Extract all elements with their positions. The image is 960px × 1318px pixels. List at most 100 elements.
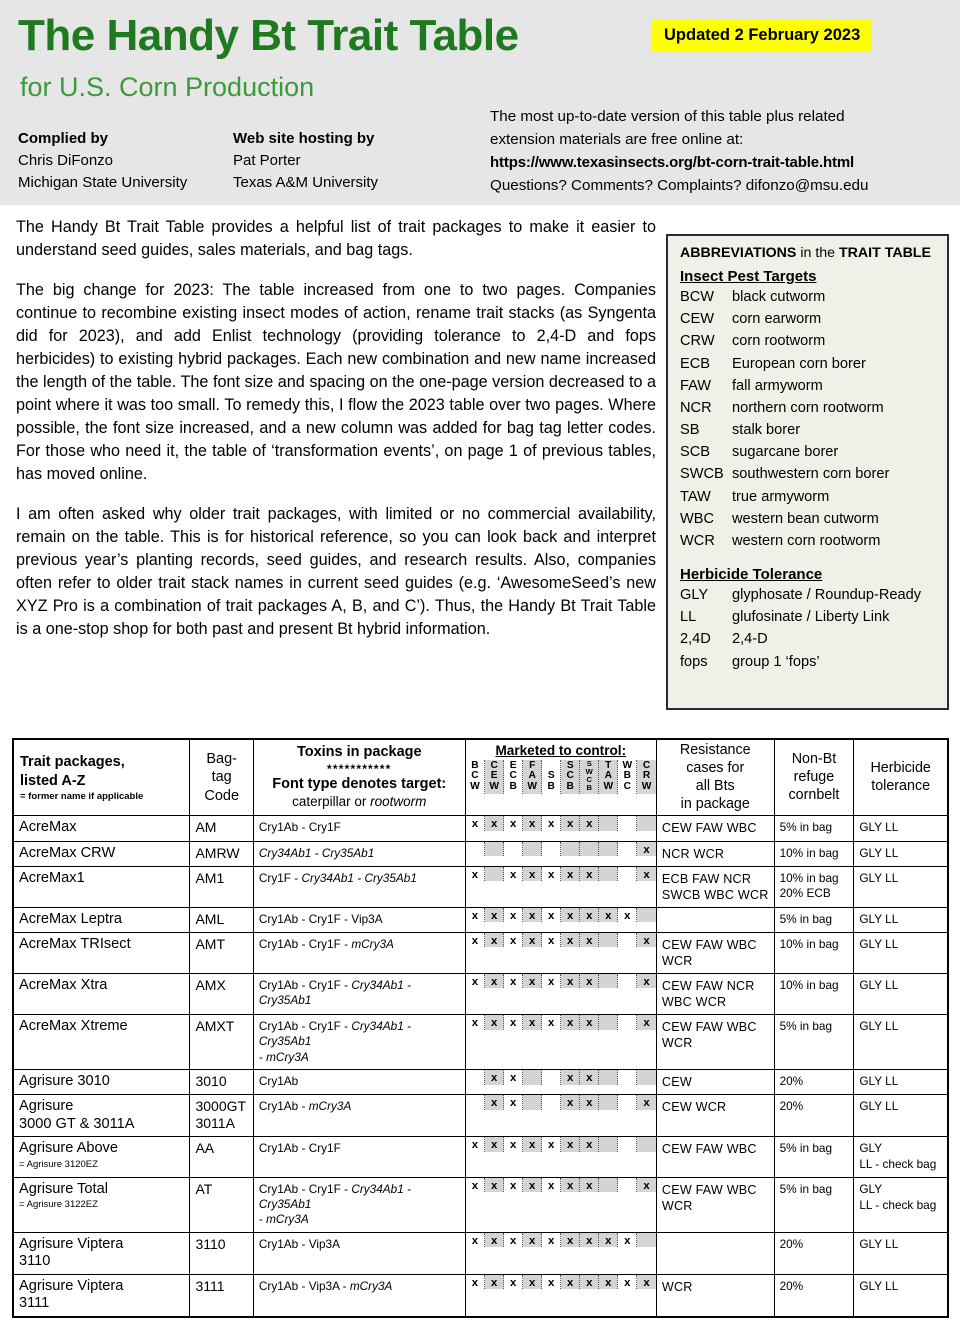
marketed-cell-ecb: x	[503, 932, 524, 948]
toxin-rootworm: Cry34Ab1 - Cry35Ab1	[258, 1181, 411, 1212]
table-row[interactable]: Agrisure Total = Agrisure 3122EZ AT Cry1Ab …	[12, 1176, 949, 1233]
th-toxins-legend-or: or	[350, 794, 371, 809]
herbicide-line: GLY LL	[859, 1019, 899, 1034]
marketed-cell-wbc	[617, 816, 638, 831]
marketed-cell-cew	[484, 866, 505, 882]
table-row[interactable]: AcreMax Xtra AMX Cry1Ab - Cry1F - Cry34Ab1…	[12, 972, 949, 1016]
pest-abbrev-row: FAW fall armyworm	[680, 375, 937, 397]
table-row[interactable]: Agrisure Above = Agrisure 3120EZ AA Cry1Ab …	[12, 1136, 949, 1178]
pest-abbrev-code: NCR	[680, 399, 712, 416]
herbicide-line: GLY LL	[859, 911, 899, 926]
refuge-line: 10% in bag	[779, 845, 839, 860]
marketed-cell-bcw	[465, 1070, 486, 1085]
refuge-line: 10% in bag	[779, 936, 839, 951]
table-url-link[interactable]: https://www.texasinsects.org/bt-corn-tra…	[490, 153, 855, 171]
marketed-cell-wbc	[617, 1015, 638, 1030]
marketed-cell-faw: x	[522, 1232, 543, 1248]
resistance-line: CEW FAW WBC	[661, 1182, 757, 1197]
table-row[interactable]: AcreMax AM Cry1Ab - Cry1F x x x x x x x CEW FAW WB…	[12, 815, 949, 842]
cell-non-bt-refuge: 20%	[773, 1094, 855, 1138]
bag-tag-line: 3111	[195, 1277, 225, 1294]
th-toxins-title: Toxins in package	[296, 744, 422, 760]
herbicide-abbrev-row: fops group 1 ‘fops’	[680, 651, 937, 673]
table-row[interactable]: AcreMax Xtreme AMXT Cry1Ab - Cry1F - Cry34…	[12, 1014, 949, 1071]
herbicide-tolerance-heading: Herbicide Tolerance	[680, 566, 823, 584]
marketed-cell-bcw	[465, 841, 486, 856]
trait-name-line: AcreMax Leptra	[19, 910, 123, 927]
resistance-line: WCR	[661, 1198, 693, 1213]
table-row[interactable]: Agrisure 3000 GT & 3011A 3000GT 3011A Cry1Ab…	[12, 1094, 949, 1138]
cell-non-bt-refuge: 20%	[773, 1069, 855, 1096]
marketed-cell-faw: x	[522, 1274, 543, 1290]
marketed-cell-sb: x	[541, 866, 562, 882]
trait-table-wrapper: Trait packages, listed A-Z = former name…	[12, 738, 949, 1318]
cell-toxins: Cry1Ab - Cry1F - Vip3A	[252, 906, 466, 933]
th-toxins-fontnote: Font type denotes target:	[272, 776, 447, 793]
cell-non-bt-refuge: 10% in bag	[773, 840, 855, 867]
marketed-cell-crw	[636, 907, 656, 923]
cell-herbicide-tolerance: GLY LL	[853, 906, 949, 933]
table-row[interactable]: AcreMax1 AM1 Cry1F - Cry34Ab1 - Cry35Ab1 x x…	[12, 865, 949, 908]
cell-toxins: Cry1Ab	[252, 1069, 466, 1096]
marketed-cell-ecb: x	[503, 973, 524, 989]
marketed-cell-taw	[598, 841, 619, 856]
marketed-cell-crw: x	[636, 1015, 656, 1030]
trait-name-line: AcreMax Xtra	[19, 976, 108, 993]
marketed-cell-wbc	[617, 973, 638, 989]
marketed-cell-crw: x	[636, 866, 656, 882]
abbrev-spacer	[680, 552, 937, 566]
refuge-line: 20%	[779, 1099, 804, 1114]
table-row[interactable]: AcreMax Leptra AML Cry1Ab - Cry1F - Vip3A x…	[12, 906, 949, 933]
herbicide-line: GLY LL	[859, 1236, 899, 1251]
cell-non-bt-refuge: 20%	[773, 1231, 855, 1275]
page-masthead: The Handy Bt Trait Table for U.S. Corn P…	[0, 0, 960, 205]
th-herbicide-line-2: tolerance	[871, 777, 931, 794]
compiled-by-label: Complied by	[18, 130, 109, 147]
toxin-caterpillar: Cry1F -	[258, 870, 302, 885]
cell-toxins: Cry1Ab - Cry1F	[252, 815, 466, 842]
marketed-cell-taw	[598, 1137, 619, 1152]
marketed-cell-swcb: x	[579, 1015, 600, 1030]
marketed-cell-taw	[598, 816, 619, 831]
table-row[interactable]: AcreMax CRW AMRW Cry34Ab1 - Cry35Ab1 x NCR W…	[12, 840, 949, 867]
trait-table-head: Trait packages, listed A-Z = former name…	[12, 738, 949, 817]
marketed-cell-cew: x	[484, 1095, 505, 1110]
marketed-cell-taw	[598, 1015, 619, 1030]
table-row[interactable]: Agrisure Viptera 3110 3110 Cry1Ab - Vip3A x x…	[12, 1231, 949, 1275]
herbicide-line: GLY	[859, 1141, 883, 1156]
pest-abbrev-code: WCR	[680, 532, 715, 549]
marketed-cell-cew: x	[484, 907, 505, 923]
cell-non-bt-refuge: 10% in bag 20% ECB	[773, 865, 855, 908]
cell-herbicide-tolerance: GLY LL	[853, 815, 949, 842]
pest-abbrev-row: CEW corn earworm	[680, 308, 937, 330]
table-row[interactable]: Agrisure Viptera 3111 3111 Cry1Ab - Vip3A -…	[12, 1273, 949, 1318]
herbicide-abbrev-row: 2,4D 2,4-D	[680, 628, 937, 650]
table-row[interactable]: Agrisure 3010 3010 Cry1Ab x x x x CEW 20% GLY LL	[12, 1069, 949, 1096]
marketed-cell-scb	[560, 841, 581, 856]
marketed-cell-faw	[522, 1070, 543, 1085]
abbreviations-box: ABBREVIATIONS in the TRAIT TABLE Insect …	[666, 234, 949, 710]
marketed-cell-bcw: x	[465, 1177, 486, 1193]
toxin-caterpillar: Cry1Ab - Cry1F -	[258, 1019, 352, 1034]
cell-trait-package: AcreMax Xtreme	[12, 1014, 191, 1071]
table-row[interactable]: AcreMax TRIsect AMT Cry1Ab - Cry1F - mCry3…	[12, 931, 949, 974]
marketed-cell-crw: x	[636, 1095, 656, 1110]
cell-non-bt-refuge: 5% in bag	[773, 906, 855, 933]
marketed-cell-swcb: x	[579, 866, 600, 882]
cell-toxins: Cry1Ab - Vip3A	[252, 1231, 466, 1275]
marketed-cell-swcb: x	[579, 932, 600, 948]
marketed-cell-cew: x	[484, 1177, 505, 1193]
marketed-cell-crw: x	[636, 841, 656, 856]
